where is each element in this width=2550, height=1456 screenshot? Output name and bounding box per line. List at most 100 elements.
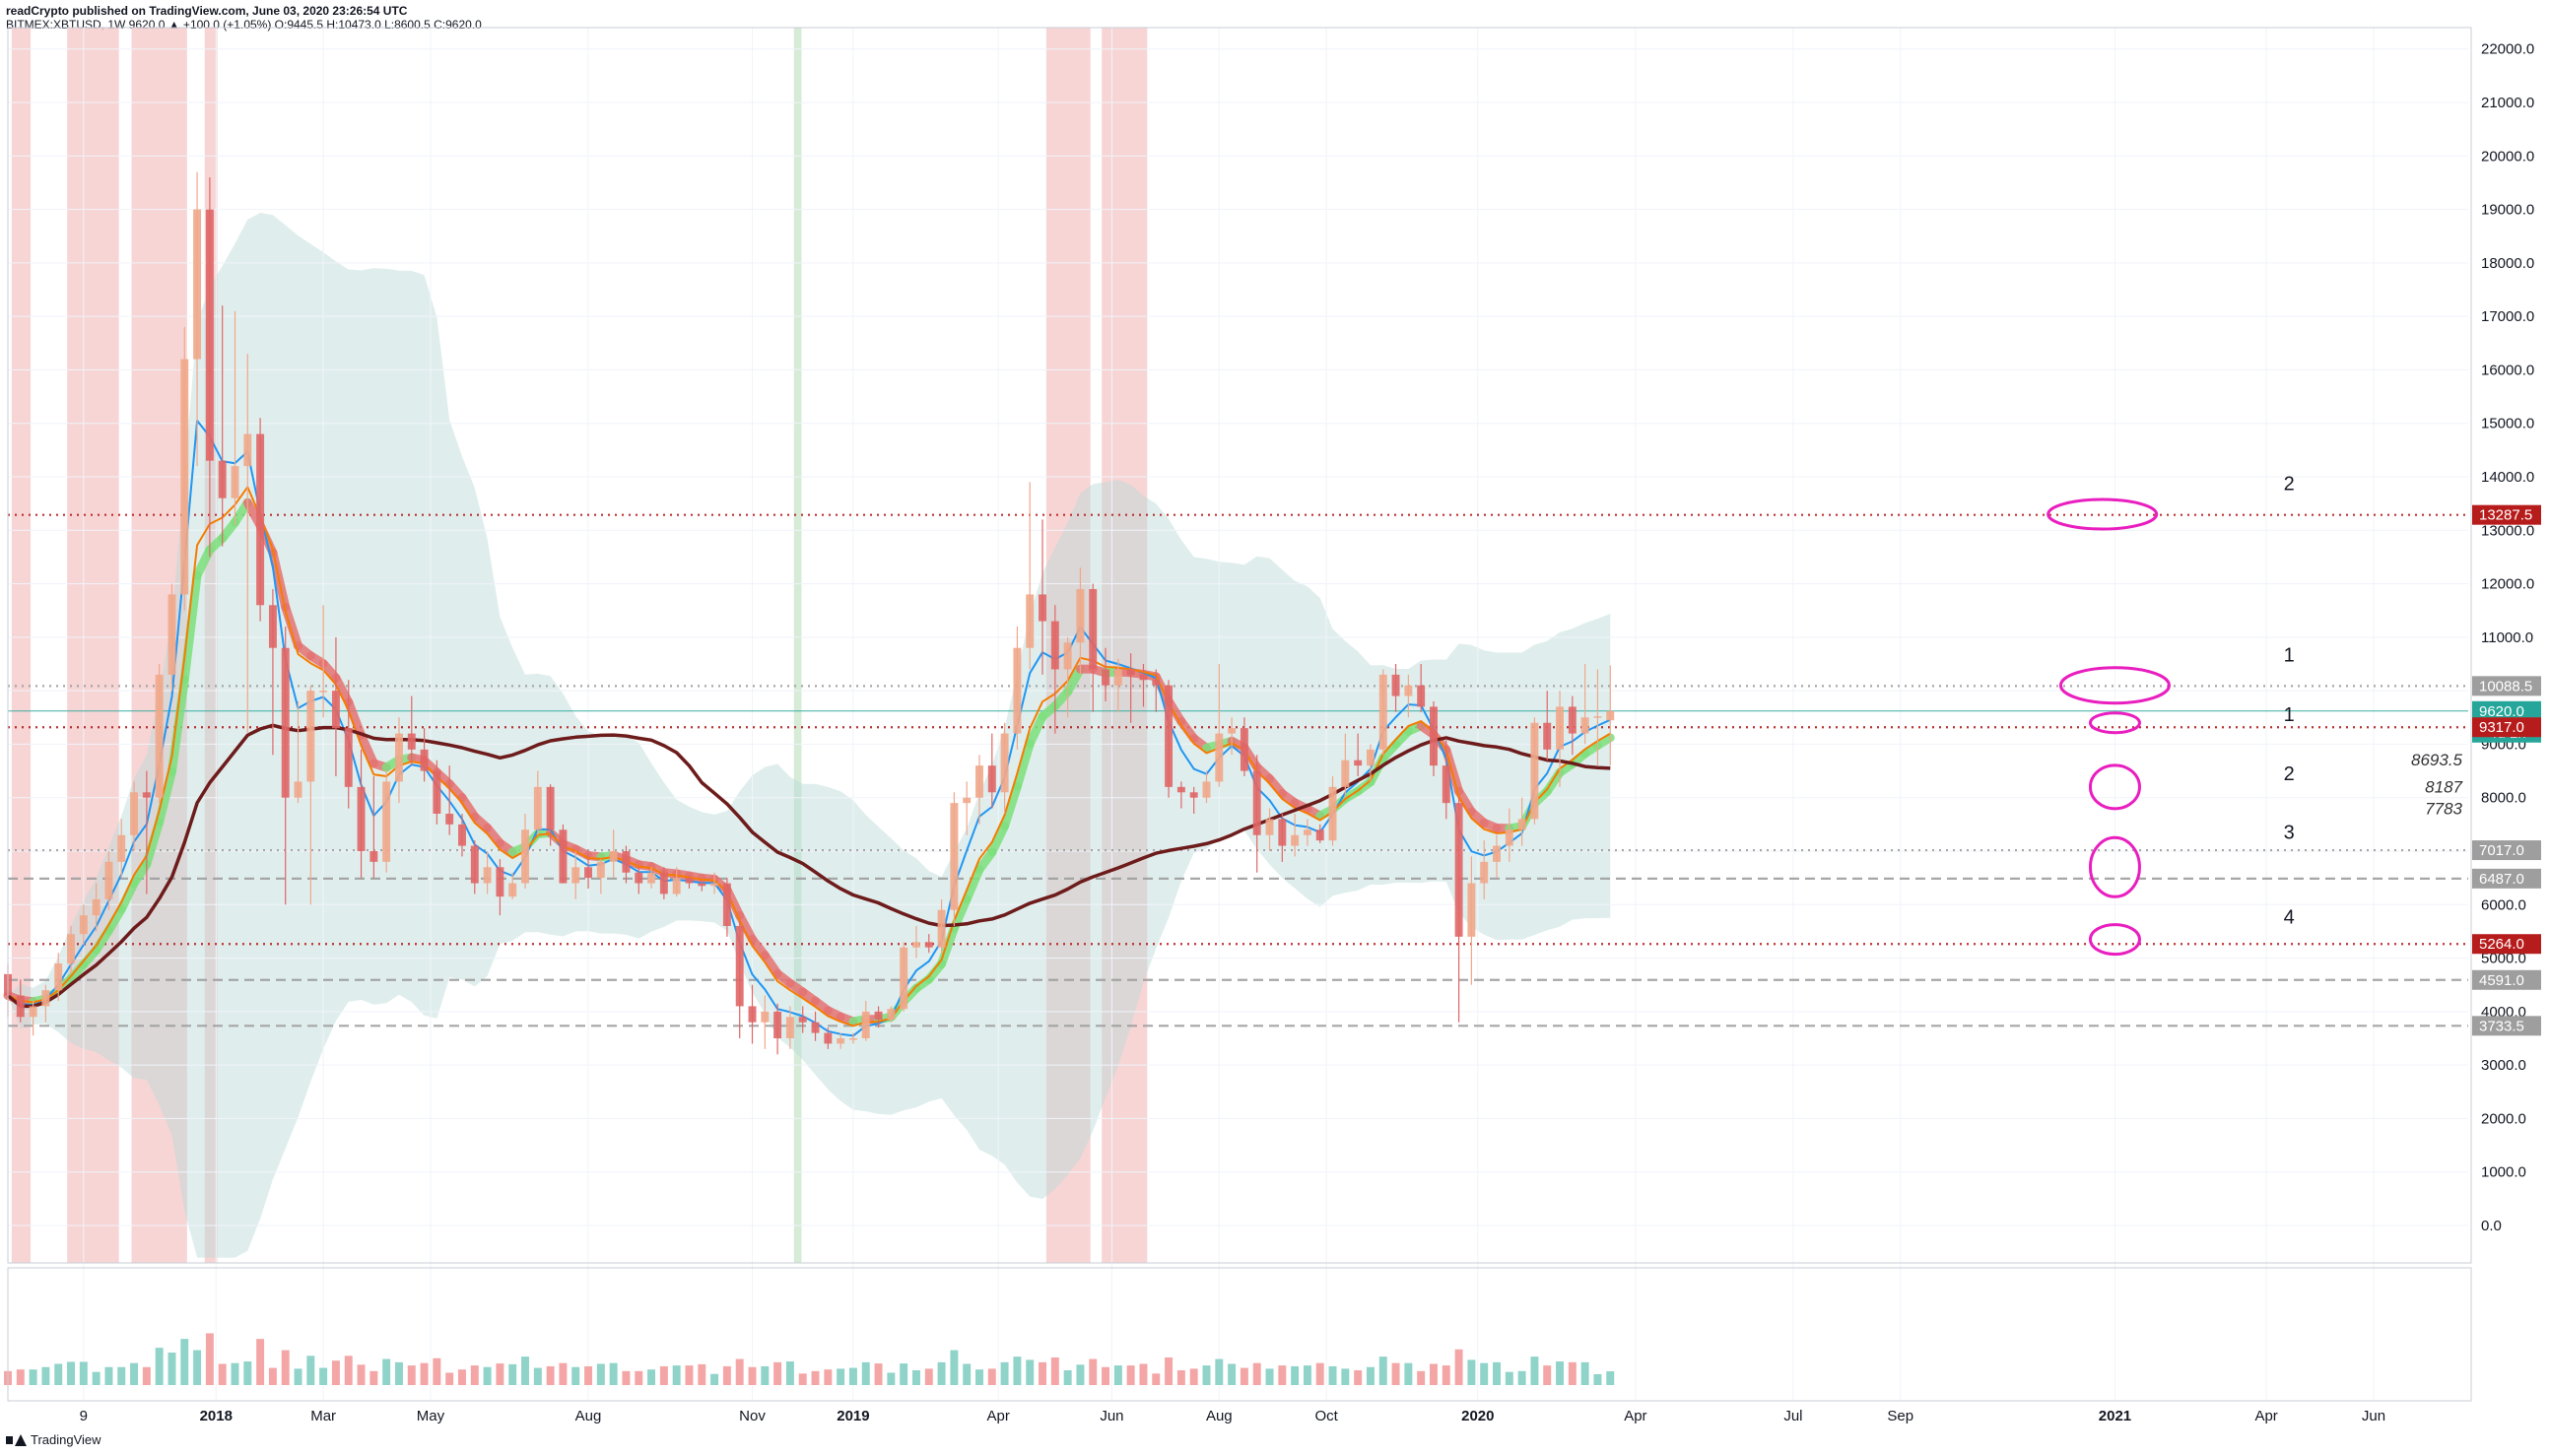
candle [1430,701,1438,776]
candle-body [407,733,416,750]
candle-body [1366,749,1375,766]
candle [1442,739,1450,820]
price-tag [2472,717,2541,738]
candle-body [458,824,466,846]
candle-body [92,898,101,916]
candle [16,979,25,1023]
candle [911,926,920,959]
volume-bar [533,1367,542,1385]
y-tick-label: 18000.0 [2481,255,2534,272]
candle [811,1011,820,1041]
candle [218,305,227,547]
volume-bar [521,1357,529,1385]
annotation-loop [2088,923,2141,957]
candle [67,926,75,974]
price-tag-label: 13287.5 [2479,507,2532,524]
candle-body [231,466,239,498]
candle-body [1505,829,1513,846]
volume-bar [1328,1365,1337,1385]
candle [1076,567,1085,675]
candle-body [1530,722,1539,820]
candle [1480,840,1489,899]
candle [1291,814,1300,857]
price-tag [2472,1016,2541,1036]
candle [1252,755,1261,873]
candle [1039,519,1046,675]
ema-fast-line [7,420,1611,1037]
volume-bar [1089,1358,1098,1385]
candle-body [1517,819,1526,830]
candle-body [331,691,340,729]
volume-bar [1050,1357,1059,1385]
volume-bar [811,1370,820,1385]
volume-bar [900,1363,908,1385]
volume-bar [1530,1357,1539,1385]
candle-body [1189,792,1198,798]
tradingview-footer[interactable]: TradingView [6,1432,101,1447]
candle [470,840,479,894]
candle-body [559,829,568,884]
y-tick-label: 21000.0 [2481,95,2534,111]
volume-bar [420,1362,429,1385]
candle [584,853,593,889]
signal-band-2 [131,28,187,1263]
candle-body [496,867,504,897]
candle-body [1026,594,1035,648]
candle [433,760,441,825]
y-tick-label: 12000.0 [2481,576,2534,593]
volume-bar [130,1362,139,1385]
candle [1202,770,1211,804]
hand-drawn-annotations: 2 1 1 2 3 4 [2047,474,2295,957]
price-tag [2472,700,2541,721]
candle [155,664,164,804]
ribbon-segment [344,697,367,740]
candle [861,1001,870,1041]
candle-body [1102,669,1110,686]
candle [193,171,202,467]
candle [1404,674,1413,718]
candle-body [546,786,555,830]
signal-band-4 [793,28,802,1263]
candle [1530,717,1539,825]
volume-bar [1378,1357,1387,1385]
candle-body [761,1011,770,1023]
volume-bar [1580,1361,1589,1385]
candle [559,824,568,884]
volume-bar [54,1363,63,1385]
candle-body [596,861,605,879]
candle [1366,744,1375,782]
volume-bar [1265,1368,1274,1385]
candle-body [1378,674,1387,750]
y-tick-label: 19000.0 [2481,202,2534,219]
volume-bar [92,1371,101,1385]
candle-body [142,792,151,798]
candle [1543,691,1552,761]
volume-bar [963,1363,972,1385]
ribbon-segment [1012,739,1035,791]
x-tick-label: 9 [80,1408,88,1424]
candle-body [1165,685,1174,787]
candle [92,883,101,932]
candle [344,680,353,809]
candle-body [1556,706,1565,750]
candle-body [394,733,403,782]
ribbon-segment [1000,781,1022,830]
ribbon-segment [1025,711,1047,749]
pane-frames [7,27,2472,1402]
candle-body [281,647,290,798]
volume-bar [268,1367,277,1385]
candle-body [79,915,88,935]
candles [4,171,1615,1055]
candle-body [924,942,933,948]
candle [698,880,706,892]
ribbon-segment [735,910,758,944]
candle-body [357,786,366,851]
volume-bar [546,1365,555,1385]
candle-body [268,605,277,648]
price-tag [2472,934,2541,955]
candle [458,814,466,857]
volume-bar [1517,1370,1526,1385]
candle [609,829,618,879]
candle [357,749,366,879]
